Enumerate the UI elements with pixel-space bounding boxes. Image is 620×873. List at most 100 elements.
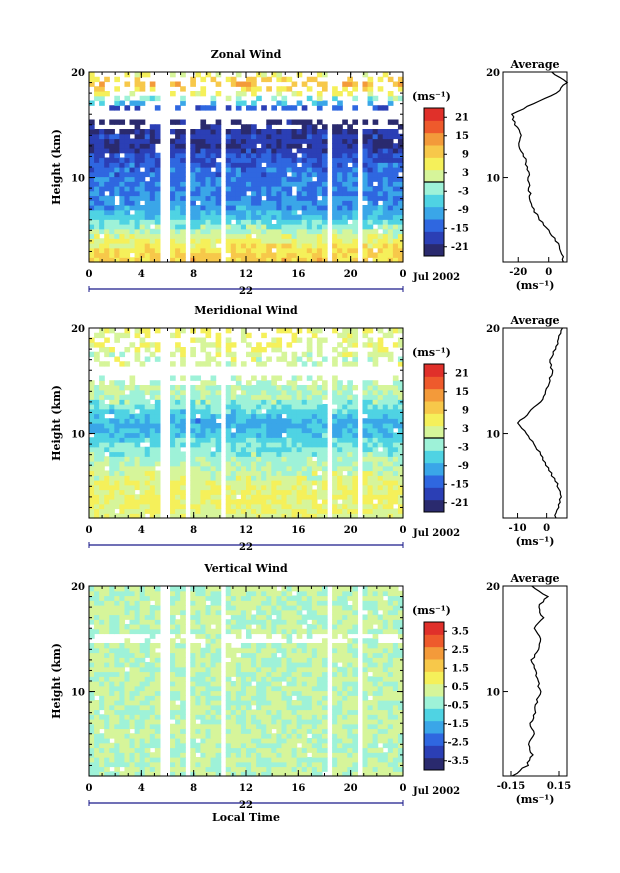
heatmap-cell <box>316 489 323 495</box>
heatmap-cell <box>261 394 267 400</box>
heatmap-cell <box>119 205 126 211</box>
heatmap-cell <box>195 714 202 720</box>
heatmap-cell <box>180 238 186 244</box>
heatmap-cell <box>139 148 146 154</box>
heatmap-cell <box>99 418 105 424</box>
heatmap-cell <box>261 347 267 353</box>
heatmap-cell <box>134 423 141 429</box>
heatmap-cell <box>286 432 293 438</box>
heatmap-cell <box>382 681 389 687</box>
heatmap-cell <box>311 252 318 258</box>
heatmap-cell <box>367 489 374 495</box>
heatmap-cell <box>240 752 247 758</box>
heatmap-cell <box>240 437 247 443</box>
heatmap-cell <box>94 475 100 481</box>
heatmap-cell <box>99 704 105 711</box>
heatmap-cell <box>109 700 115 706</box>
heatmap-cell <box>352 361 359 367</box>
heatmap-cell <box>195 337 202 343</box>
heatmap-cell <box>154 186 161 192</box>
heatmap-cell <box>372 143 379 149</box>
heatmap-cell <box>296 148 303 154</box>
heatmap-cell <box>144 181 151 187</box>
heatmap-cell <box>311 695 318 701</box>
heatmap-cell <box>342 709 348 715</box>
heatmap-cell <box>109 437 115 443</box>
heatmap-cell <box>170 247 176 254</box>
heatmap-cell <box>306 76 313 83</box>
heatmap-cell <box>104 690 110 696</box>
heatmap-cell <box>251 451 257 457</box>
heatmap-cell <box>205 167 212 173</box>
heatmap-cell <box>175 456 181 462</box>
heatmap-cell <box>377 408 384 415</box>
heatmap-cell <box>251 513 257 519</box>
heatmap-cell <box>190 347 196 353</box>
heatmap-cell <box>190 752 196 758</box>
heatmap-cell <box>240 219 247 225</box>
heatmap-cell <box>99 375 105 381</box>
heatmap-cell <box>281 738 288 744</box>
heatmap-cell <box>286 480 293 486</box>
heatmap-cell <box>144 167 151 173</box>
heatmap-cell <box>180 704 186 711</box>
heatmap-cell <box>240 86 247 92</box>
heatmap-cell <box>321 757 328 763</box>
heatmap-cell <box>230 238 237 244</box>
heatmap-cell <box>230 437 237 443</box>
heatmap-cell <box>387 176 394 182</box>
heatmap-cell <box>377 714 384 720</box>
heatmap-cell <box>337 228 343 235</box>
heatmap-cell <box>382 252 389 258</box>
heatmap-cell <box>276 461 283 467</box>
heatmap-cell <box>342 143 348 149</box>
heatmap-cell <box>175 152 181 159</box>
heatmap-cell <box>180 418 186 424</box>
heatmap-cell <box>215 451 222 457</box>
heatmap-cell <box>337 181 343 187</box>
heatmap-cell <box>195 456 202 462</box>
heatmap-cell <box>332 91 338 97</box>
heatmap-cell <box>332 252 338 258</box>
heatmap-cell <box>276 148 283 154</box>
heatmap-cell <box>382 418 389 424</box>
heatmap-cell <box>372 752 379 758</box>
heatmap-cell <box>200 143 207 149</box>
heatmap-cell <box>261 243 267 249</box>
heatmap-cell <box>225 432 232 438</box>
heatmap-cell <box>291 503 298 510</box>
heatmap-cell <box>291 81 298 87</box>
heatmap-cell <box>372 456 379 462</box>
heatmap-cell <box>235 81 242 87</box>
heatmap-cell <box>261 332 267 339</box>
heatmap-cell <box>225 385 232 391</box>
heatmap-cell <box>281 714 288 720</box>
heatmap-cell <box>104 167 110 173</box>
heatmap-cell <box>291 757 298 763</box>
heatmap-cell <box>139 72 146 78</box>
heatmap-cell <box>352 252 359 258</box>
heatmap-cell <box>114 181 120 187</box>
heatmap-field <box>89 72 404 263</box>
heatmap-cell <box>397 214 404 220</box>
heatmap-cell <box>316 465 323 472</box>
heatmap-cell <box>154 451 161 457</box>
heatmap-cell <box>321 480 328 486</box>
heatmap-cell <box>205 356 212 362</box>
heatmap-cell <box>129 385 136 391</box>
heatmap-cell <box>337 690 343 696</box>
heatmap-cell <box>154 209 161 216</box>
heatmap-cell <box>316 257 323 263</box>
heatmap-cell <box>347 148 353 154</box>
heatmap-cell <box>382 761 389 768</box>
heatmap-cell <box>230 480 237 486</box>
heatmap-cell <box>225 238 232 244</box>
heatmap-cell <box>311 385 318 391</box>
heatmap-cell <box>281 461 288 467</box>
heatmap-cell <box>149 709 156 715</box>
heatmap-cell <box>215 484 222 491</box>
heatmap-cell <box>251 690 257 696</box>
heatmap-cell <box>134 437 141 443</box>
heatmap-cell <box>124 233 131 239</box>
heatmap-cell <box>347 738 353 744</box>
